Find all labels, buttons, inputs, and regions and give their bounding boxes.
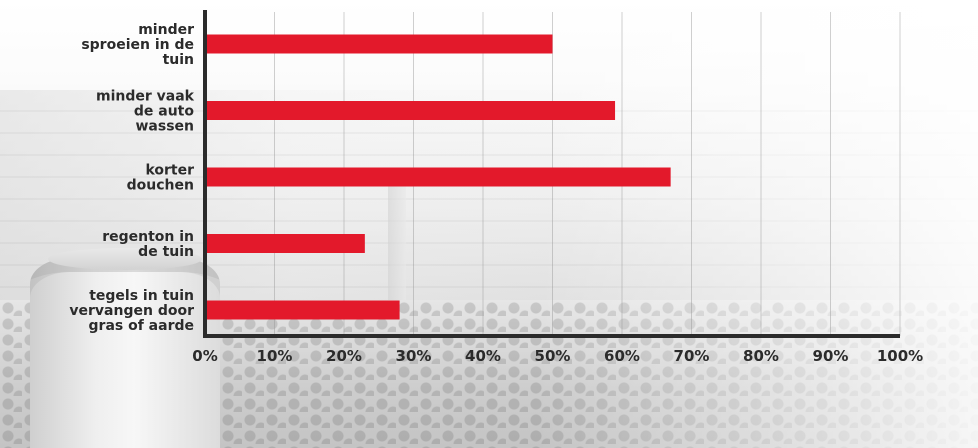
bars [205, 34, 671, 320]
x-tick-label-70: 70% [674, 347, 710, 365]
x-tick-label-60: 60% [604, 347, 640, 365]
bar-4 [205, 300, 400, 320]
x-tick-label-0: 0% [192, 347, 217, 365]
x-tick-label-80: 80% [743, 347, 779, 365]
category-label-line: gras of aarde [89, 318, 194, 334]
category-label-line: sproeien in de [81, 37, 194, 53]
category-label-line: douchen [127, 178, 194, 194]
grid-lines [274, 12, 901, 336]
x-tick-label-30: 30% [396, 347, 432, 365]
category-label-line: de auto [134, 104, 194, 120]
category-label-line: de tuin [138, 244, 194, 260]
category-label-line: regenton in [102, 229, 194, 245]
category-label-line: minder vaak [96, 89, 195, 105]
bar-2 [205, 167, 671, 187]
category-label-line: vervangen door [69, 303, 194, 319]
category-label-0: minder sproeien in de tuin [81, 22, 194, 68]
axes [203, 10, 900, 338]
category-label-line: korter [145, 163, 194, 179]
bar-0 [205, 34, 553, 54]
x-tick-label-90: 90% [813, 347, 849, 365]
x-tick-label-40: 40% [465, 347, 501, 365]
x-tick-label-10: 10% [257, 347, 293, 365]
category-label-1: minder vaak de auto wassen [96, 89, 195, 135]
bar-1 [205, 101, 616, 120]
x-tick-labels: 0% 10% 20% 30% 40% 50% 60% 70% 80% 90% 100% [192, 347, 923, 365]
category-label-line: tuin [163, 52, 194, 68]
x-tick-label-50: 50% [535, 347, 571, 365]
category-label-line: minder [138, 22, 194, 38]
category-label-2: korter douchen [127, 163, 194, 194]
category-labels: minder sproeien in de tuin minder vaak de au… [69, 22, 194, 334]
x-tick-label-100: 100% [877, 347, 923, 365]
x-tick-label-20: 20% [326, 347, 362, 365]
category-label-4: tegels in tuin vervangen door gras of aard… [69, 288, 194, 334]
category-label-line: wassen [135, 119, 194, 135]
category-label-3: regenton in de tuin [102, 229, 194, 260]
bar-3 [205, 234, 365, 253]
category-label-line: tegels in tuin [89, 288, 194, 304]
